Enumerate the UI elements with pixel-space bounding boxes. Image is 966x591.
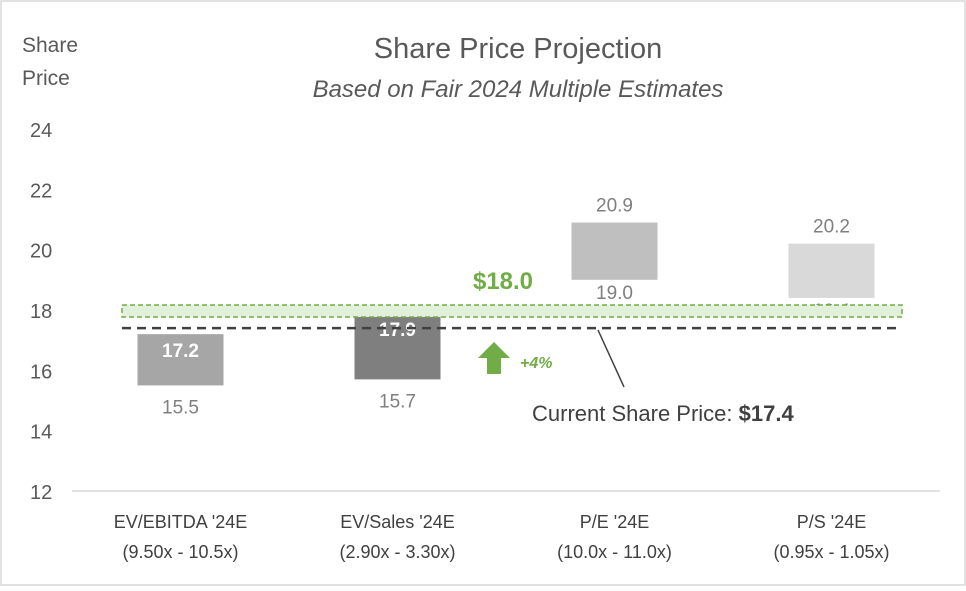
current-price-callout-value: $17.4: [739, 401, 795, 426]
bar-low-label: 19.0: [596, 283, 633, 304]
current-price-callout-prefix: Current Share Price:: [532, 401, 739, 426]
bar-high-label: 17.9: [379, 320, 416, 341]
bar-high-label: 17.2: [162, 341, 199, 362]
target-price-label: $18.0: [473, 268, 533, 295]
x-category-sublabel: (9.50x - 10.5x): [122, 542, 238, 562]
range-bar: [137, 334, 224, 386]
y-axis-label-line1: Share: [22, 34, 78, 57]
x-category-sublabel: (10.0x - 11.0x): [557, 542, 672, 562]
bar-low-label: 15.5: [162, 397, 199, 418]
x-axis-labels: EV/EBITDA '24E (9.50x - 10.5x) EV/Sales '2…: [114, 512, 890, 562]
chart-subtitle: Based on Fair 2024 Multiple Estimates: [313, 76, 724, 103]
y-tick-label: 20: [30, 241, 52, 263]
x-category-label: P/E '24E: [580, 512, 649, 532]
x-category-label: EV/EBITDA '24E: [114, 512, 248, 532]
current-price-callout: Current Share Price: $17.4: [532, 401, 794, 426]
target-band: [121, 304, 903, 318]
x-category-sublabel: (0.95x - 1.05x): [773, 542, 889, 562]
upside-percent-label: +4%: [520, 355, 552, 372]
range-bar: [788, 243, 875, 298]
callout-leader-line: [597, 329, 625, 388]
bars-group: 17.215.517.915.720.919.020.218.4: [137, 196, 875, 418]
bar-high-label: 20.9: [596, 196, 633, 217]
range-bar: [571, 222, 658, 280]
y-tick-label: 16: [30, 361, 52, 383]
x-category-label: EV/Sales '24E: [340, 512, 455, 532]
y-tick-label: 14: [30, 422, 52, 444]
x-category-sublabel: (2.90x - 3.30x): [339, 542, 455, 562]
target-range-band: [121, 304, 903, 318]
y-tick-label: 18: [30, 301, 52, 323]
range-bar: [354, 313, 441, 380]
y-tick-label: 12: [30, 482, 52, 504]
x-category-label: P/S '24E: [797, 512, 866, 532]
y-tick-label: 22: [30, 180, 52, 202]
bar-high-label: 20.2: [813, 217, 850, 238]
upside-arrow-icon: [478, 342, 510, 374]
y-tick-label: 24: [30, 120, 52, 142]
y-axis: 12 14 16 18 20 22 24: [30, 120, 52, 504]
y-axis-label-line2: Price: [22, 67, 70, 90]
chart-title: Share Price Projection: [374, 33, 663, 65]
bar-low-label: 15.7: [379, 391, 416, 412]
